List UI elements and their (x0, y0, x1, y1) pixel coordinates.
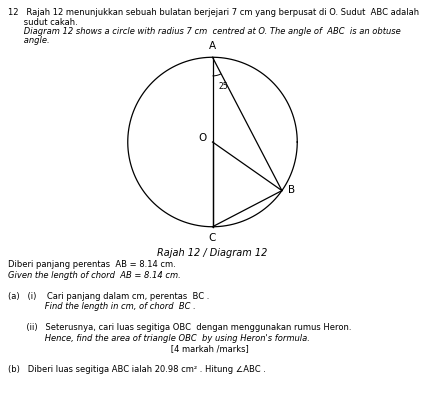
Text: 25: 25 (218, 82, 228, 91)
Text: 12   Rajah 12 menunjukkan sebuah bulatan berjejari 7 cm yang berpusat di O. Sudu: 12 Rajah 12 menunjukkan sebuah bulatan b… (8, 8, 419, 17)
Text: Find the length in cm, of chord  BC .: Find the length in cm, of chord BC . (8, 302, 196, 311)
Text: Diagram 12 shows a circle with radius 7 cm  centred at O. The angle of  ABC  is : Diagram 12 shows a circle with radius 7 … (8, 27, 401, 36)
Text: Rajah 12 / Diagram 12: Rajah 12 / Diagram 12 (157, 248, 268, 258)
Text: A: A (209, 41, 216, 51)
Text: angle.: angle. (8, 36, 50, 45)
Text: sudut cakah.: sudut cakah. (8, 18, 78, 27)
Text: O: O (198, 133, 207, 143)
Text: [4 markah /marks]: [4 markah /marks] (8, 344, 249, 353)
Text: Diberi panjang perentas  AB = 8.14 cm.: Diberi panjang perentas AB = 8.14 cm. (8, 260, 176, 269)
Text: (b)   Diberi luas segitiga ABC ialah 20.98 cm² . Hitung ∠ABC .: (b) Diberi luas segitiga ABC ialah 20.98… (8, 365, 266, 374)
Text: B: B (288, 185, 295, 195)
Text: C: C (209, 233, 216, 243)
Text: Hence, find the area of triangle OBC  by using Heron's formula.: Hence, find the area of triangle OBC by … (8, 334, 310, 342)
Text: Given the length of chord  AB = 8.14 cm.: Given the length of chord AB = 8.14 cm. (8, 271, 181, 279)
Text: (ii)   Seterusnya, cari luas segitiga OBC  dengan menggunakan rumus Heron.: (ii) Seterusnya, cari luas segitiga OBC … (8, 323, 352, 332)
Text: (a)   (i)    Cari panjang dalam cm, perentas  BC .: (a) (i) Cari panjang dalam cm, perentas … (8, 292, 210, 300)
